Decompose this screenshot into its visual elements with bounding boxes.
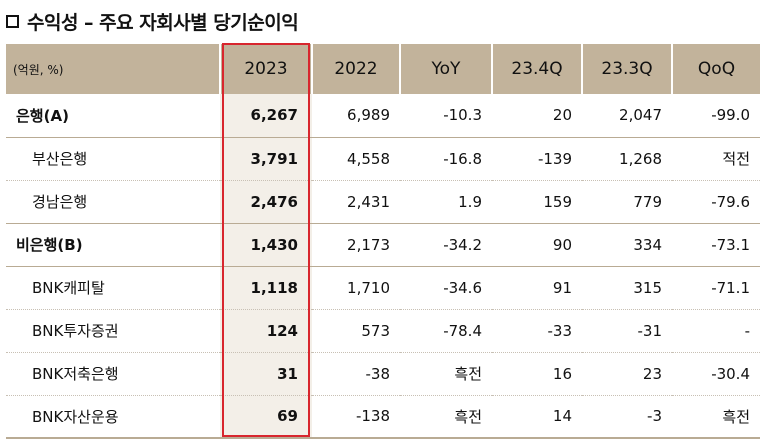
cell-2022: -138 [355, 407, 390, 426]
earnings-table: (억원, %) 2023 2022 YoY 23.4Q 23.3Q QoQ 은행… [6, 44, 760, 439]
cell-yoy: -34.2 [443, 235, 482, 254]
table-row: BNK투자증권 124 573 -78.4 -33 -31 - [6, 309, 760, 352]
cell-qoq: -73.1 [711, 235, 750, 254]
cell-yoy: -16.8 [443, 149, 482, 168]
cell-qoq: 적전 [722, 150, 750, 168]
row-label: 경남은행 [32, 193, 88, 211]
cell-23-3q: 1,268 [619, 149, 662, 168]
cell-2023: 6,267 [220, 94, 312, 137]
cell-2022: -38 [365, 364, 391, 383]
col-header-2023: 2023 [219, 44, 312, 94]
row-label: BNK투자증권 [32, 322, 119, 340]
col-header-qoq: QoQ [671, 44, 760, 94]
title-text: 수익성 – 주요 자회사별 당기순이익 [27, 11, 299, 34]
cell-qoq: -79.6 [711, 192, 750, 211]
cell-qoq: 흑전 [722, 407, 750, 426]
cell-yoy: -78.4 [443, 321, 482, 340]
table-row: 부산은행 3,791 4,558 -16.8 -139 1,268 적전 [6, 137, 760, 180]
cell-yoy: 흑전 [454, 365, 482, 383]
unit-label: (억원, %) [13, 62, 64, 77]
cell-yoy: -10.3 [443, 106, 482, 125]
table-row: 비은행(B) 1,430 2,173 -34.2 90 334 -73.1 [6, 223, 760, 266]
col-header-23-4q: 23.4Q [491, 44, 582, 94]
cell-23-3q: 23 [642, 364, 662, 383]
cell-2022: 2,431 [347, 192, 390, 211]
cell-23-3q: -3 [647, 407, 662, 426]
cell-2023: 1,430 [220, 223, 312, 266]
header-row: (억원, %) 2023 2022 YoY 23.4Q 23.3Q QoQ [6, 44, 760, 94]
row-label: BNK캐피탈 [32, 279, 105, 297]
row-label: BNK자산운용 [32, 407, 119, 426]
col-header-23-3q: 23.3Q [581, 44, 672, 94]
cell-23-4q: 16 [552, 364, 572, 383]
cell-qoq: - [744, 321, 750, 340]
cell-23-3q: 2,047 [619, 106, 662, 125]
square-outline-icon [6, 14, 19, 28]
cell-2022: 6,989 [347, 106, 390, 125]
cell-2022: 573 [361, 321, 390, 340]
cell-2023: 31 [220, 352, 312, 395]
row-label: 은행(A) [16, 106, 69, 125]
table-row: 은행(A) 6,267 6,989 -10.3 20 2,047 -99.0 [6, 94, 760, 137]
cell-2022: 1,710 [347, 278, 390, 297]
table-row: BNK저축은행 31 -38 흑전 16 23 -30.4 [6, 352, 760, 395]
cell-23-3q: 334 [633, 235, 662, 254]
cell-23-3q: -31 [637, 321, 663, 340]
cell-qoq: -99.0 [711, 106, 750, 125]
table-row: BNK자산운용 69 -138 흑전 14 -3 흑전 [6, 395, 760, 438]
cell-23-4q: 20 [552, 106, 572, 125]
cell-yoy: 1.9 [458, 192, 482, 211]
cell-23-4q: 14 [552, 407, 572, 426]
cell-2023: 2,476 [220, 180, 312, 223]
col-header-2022: 2022 [311, 44, 400, 94]
cell-qoq: -71.1 [711, 278, 750, 297]
cell-2023: 1,118 [220, 266, 312, 309]
row-label: 부산은행 [32, 150, 88, 168]
cell-2023: 124 [220, 309, 312, 352]
cell-23-3q: 315 [633, 278, 662, 297]
cell-yoy: -34.6 [443, 278, 482, 297]
cell-qoq: -30.4 [711, 364, 750, 383]
cell-23-4q: 91 [552, 278, 572, 297]
cell-2023: 3,791 [220, 137, 312, 180]
cell-2023: 69 [220, 395, 312, 438]
cell-23-4q: -33 [547, 321, 573, 340]
row-label: BNK저축은행 [32, 365, 119, 383]
table-row: BNK캐피탈 1,118 1,710 -34.6 91 315 -71.1 [6, 266, 760, 309]
cell-23-4q: 159 [543, 192, 572, 211]
cell-2022: 2,173 [347, 235, 390, 254]
cell-23-3q: 779 [633, 192, 662, 211]
col-header-yoy: YoY [399, 44, 492, 94]
cell-23-4q: 90 [552, 235, 572, 254]
cell-23-4q: -139 [537, 149, 572, 168]
section-title: 수익성 – 주요 자회사별 당기순이익 [6, 6, 299, 36]
table-row: 경남은행 2,476 2,431 1.9 159 779 -79.6 [6, 180, 760, 223]
row-label: 비은행(B) [16, 236, 83, 254]
cell-2022: 4,558 [347, 149, 390, 168]
cell-yoy: 흑전 [454, 407, 482, 426]
